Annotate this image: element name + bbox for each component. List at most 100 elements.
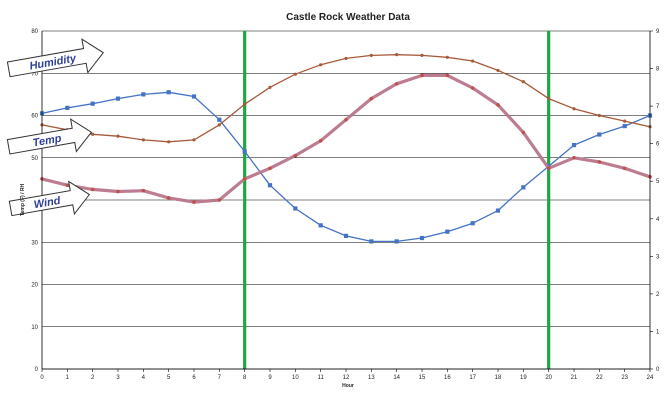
y-tick-right-label: 9 xyxy=(656,29,660,35)
data-point xyxy=(268,85,272,89)
data-point xyxy=(293,153,298,158)
x-tick-label: 2 xyxy=(91,375,95,381)
x-tick-label: 13 xyxy=(368,375,375,381)
data-point xyxy=(571,142,577,148)
data-point xyxy=(445,55,449,59)
data-point xyxy=(192,200,196,204)
data-point xyxy=(470,86,475,90)
data-point xyxy=(242,177,247,181)
x-tick-label: 22 xyxy=(596,375,603,381)
arrow-shape xyxy=(6,118,93,155)
x-tick-label: 0 xyxy=(40,375,44,381)
annotation-arrow: Wind xyxy=(8,180,91,217)
x-tick-label: 15 xyxy=(419,375,426,381)
y-tick-left-label: 70 xyxy=(31,71,38,77)
y-axis-label-left: Temp (F) / RH xyxy=(20,184,26,217)
data-point xyxy=(369,239,374,244)
data-point xyxy=(572,107,576,111)
data-point xyxy=(496,68,500,73)
y-tick-right-label: 8 xyxy=(656,67,660,73)
data-point xyxy=(597,132,602,137)
data-point xyxy=(495,208,501,213)
x-tick-label: 23 xyxy=(621,375,628,381)
data-point xyxy=(141,138,145,142)
data-point xyxy=(217,117,222,122)
y-tick-right-label: 2 xyxy=(656,292,660,298)
arrow-shape xyxy=(6,38,105,78)
x-axis-label: Hour xyxy=(342,383,354,389)
x-tick-label: 21 xyxy=(571,375,578,381)
series-temp xyxy=(40,73,652,204)
data-point xyxy=(217,198,222,202)
y-tick-left-label: 10 xyxy=(31,325,38,331)
vertical-markers xyxy=(243,31,551,369)
data-point xyxy=(242,149,247,154)
data-point xyxy=(394,82,399,86)
data-point xyxy=(420,73,424,78)
data-point xyxy=(115,96,121,101)
data-point xyxy=(395,53,399,57)
data-point xyxy=(116,134,120,138)
data-point xyxy=(90,187,95,192)
x-tick-label: 5 xyxy=(167,375,171,381)
x-tick-label: 9 xyxy=(268,375,272,381)
data-point xyxy=(344,56,348,61)
x-tick-label: 20 xyxy=(545,375,552,381)
x-tick-label: 4 xyxy=(142,375,146,381)
data-point xyxy=(319,63,323,67)
x-tick-label: 19 xyxy=(520,375,527,381)
data-point xyxy=(470,221,475,226)
data-point xyxy=(547,97,551,101)
data-point xyxy=(622,166,627,171)
x-tick-label: 17 xyxy=(469,375,476,381)
data-point xyxy=(343,233,349,239)
x-tick-label: 12 xyxy=(343,375,350,381)
y-tick-right-label: 6 xyxy=(656,142,660,148)
gridlines xyxy=(42,30,650,370)
y-tick-left-label: 0 xyxy=(35,367,39,373)
data-point xyxy=(91,132,95,136)
chart-title: Castle Rock Weather Data xyxy=(286,12,410,23)
data-point xyxy=(141,92,146,97)
data-point xyxy=(496,103,500,107)
x-tick-label: 8 xyxy=(243,375,247,381)
data-point xyxy=(369,96,374,101)
data-point xyxy=(597,160,602,164)
data-point xyxy=(394,239,399,244)
x-tick-label: 14 xyxy=(393,375,400,381)
data-point xyxy=(268,166,272,171)
data-point xyxy=(65,183,70,188)
data-point xyxy=(597,113,601,118)
y-tick-left-label: 60 xyxy=(31,114,38,120)
data-point xyxy=(623,119,627,123)
annotation-label: Temp xyxy=(32,133,63,150)
x-tick-label: 18 xyxy=(495,375,502,381)
data-point xyxy=(166,196,171,200)
y-tick-right-label: 7 xyxy=(656,104,660,110)
y-tick-right-label: 0 xyxy=(656,367,660,373)
data-point xyxy=(243,102,247,106)
data-point xyxy=(445,73,450,78)
x-tick-label: 6 xyxy=(192,375,196,381)
data-point xyxy=(65,105,70,110)
arrow-shape xyxy=(8,180,91,217)
x-tick-label: 1 xyxy=(66,375,70,381)
data-point xyxy=(293,72,297,76)
data-point xyxy=(217,123,221,127)
data-point xyxy=(471,59,475,63)
data-point xyxy=(293,206,298,211)
y-tick-right-label: 4 xyxy=(656,217,660,223)
x-tick-label: 16 xyxy=(444,375,451,381)
data-point xyxy=(572,155,576,160)
y-tick-left-label: 30 xyxy=(31,240,38,246)
y-tick-right-label: 5 xyxy=(656,179,660,185)
y-tick-left-label: 20 xyxy=(31,283,38,289)
data-point xyxy=(419,235,425,241)
series-wind xyxy=(40,53,652,144)
y-tick-right-label: 3 xyxy=(656,254,660,260)
data-point xyxy=(167,140,171,144)
x-tick-label: 3 xyxy=(116,375,120,381)
data-point xyxy=(546,166,551,171)
